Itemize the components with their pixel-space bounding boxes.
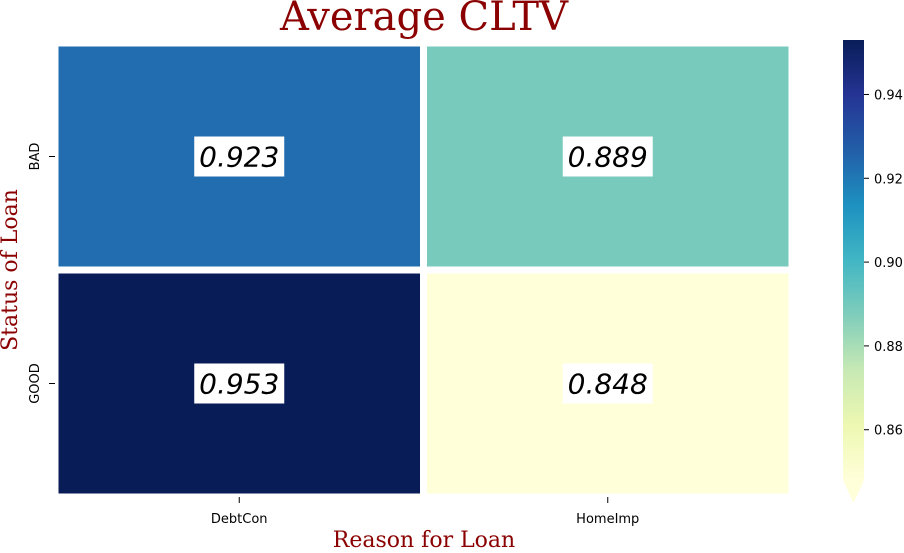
cell-value-box [562, 363, 653, 404]
x-tick-label: HomeImp [576, 512, 639, 527]
cell-value-box [194, 136, 285, 177]
cell-value-box [562, 136, 653, 177]
cell-value-label: 0.953 [199, 368, 279, 401]
x-tick-label: DebtCon [211, 512, 268, 527]
x-axis-label: Reason for Loan [333, 528, 515, 553]
cell-value-label: 0.848 [568, 368, 648, 401]
y-tick-label: BAD [28, 143, 43, 171]
colorbar-extend-min [843, 480, 864, 503]
y-axis: BAD GOOD [28, 143, 55, 404]
colorbar-tick-label: 0.88 [874, 340, 903, 355]
cell-value-label: 0.889 [568, 141, 648, 174]
heatmap-grid: 0.923 0.889 0.953 0.848 [51, 39, 796, 501]
colorbar-tick-label: 0.92 [874, 172, 903, 187]
x-axis: DebtCon HomeImp [211, 497, 639, 527]
y-axis-label: Status of Loan [0, 189, 23, 351]
colorbar-tick-label: 0.94 [874, 88, 903, 103]
chart-title: Average CLTV [279, 0, 569, 40]
colorbar-tick-label: 0.86 [874, 424, 903, 439]
colorbar-tick-label: 0.90 [874, 256, 903, 271]
cell-value-label: 0.923 [199, 141, 279, 174]
colorbar-gradient [843, 40, 864, 480]
y-tick-label: GOOD [28, 363, 43, 404]
cell-value-box [194, 363, 285, 404]
colorbar: 0.86 0.88 0.90 0.92 0.94 [843, 40, 903, 503]
